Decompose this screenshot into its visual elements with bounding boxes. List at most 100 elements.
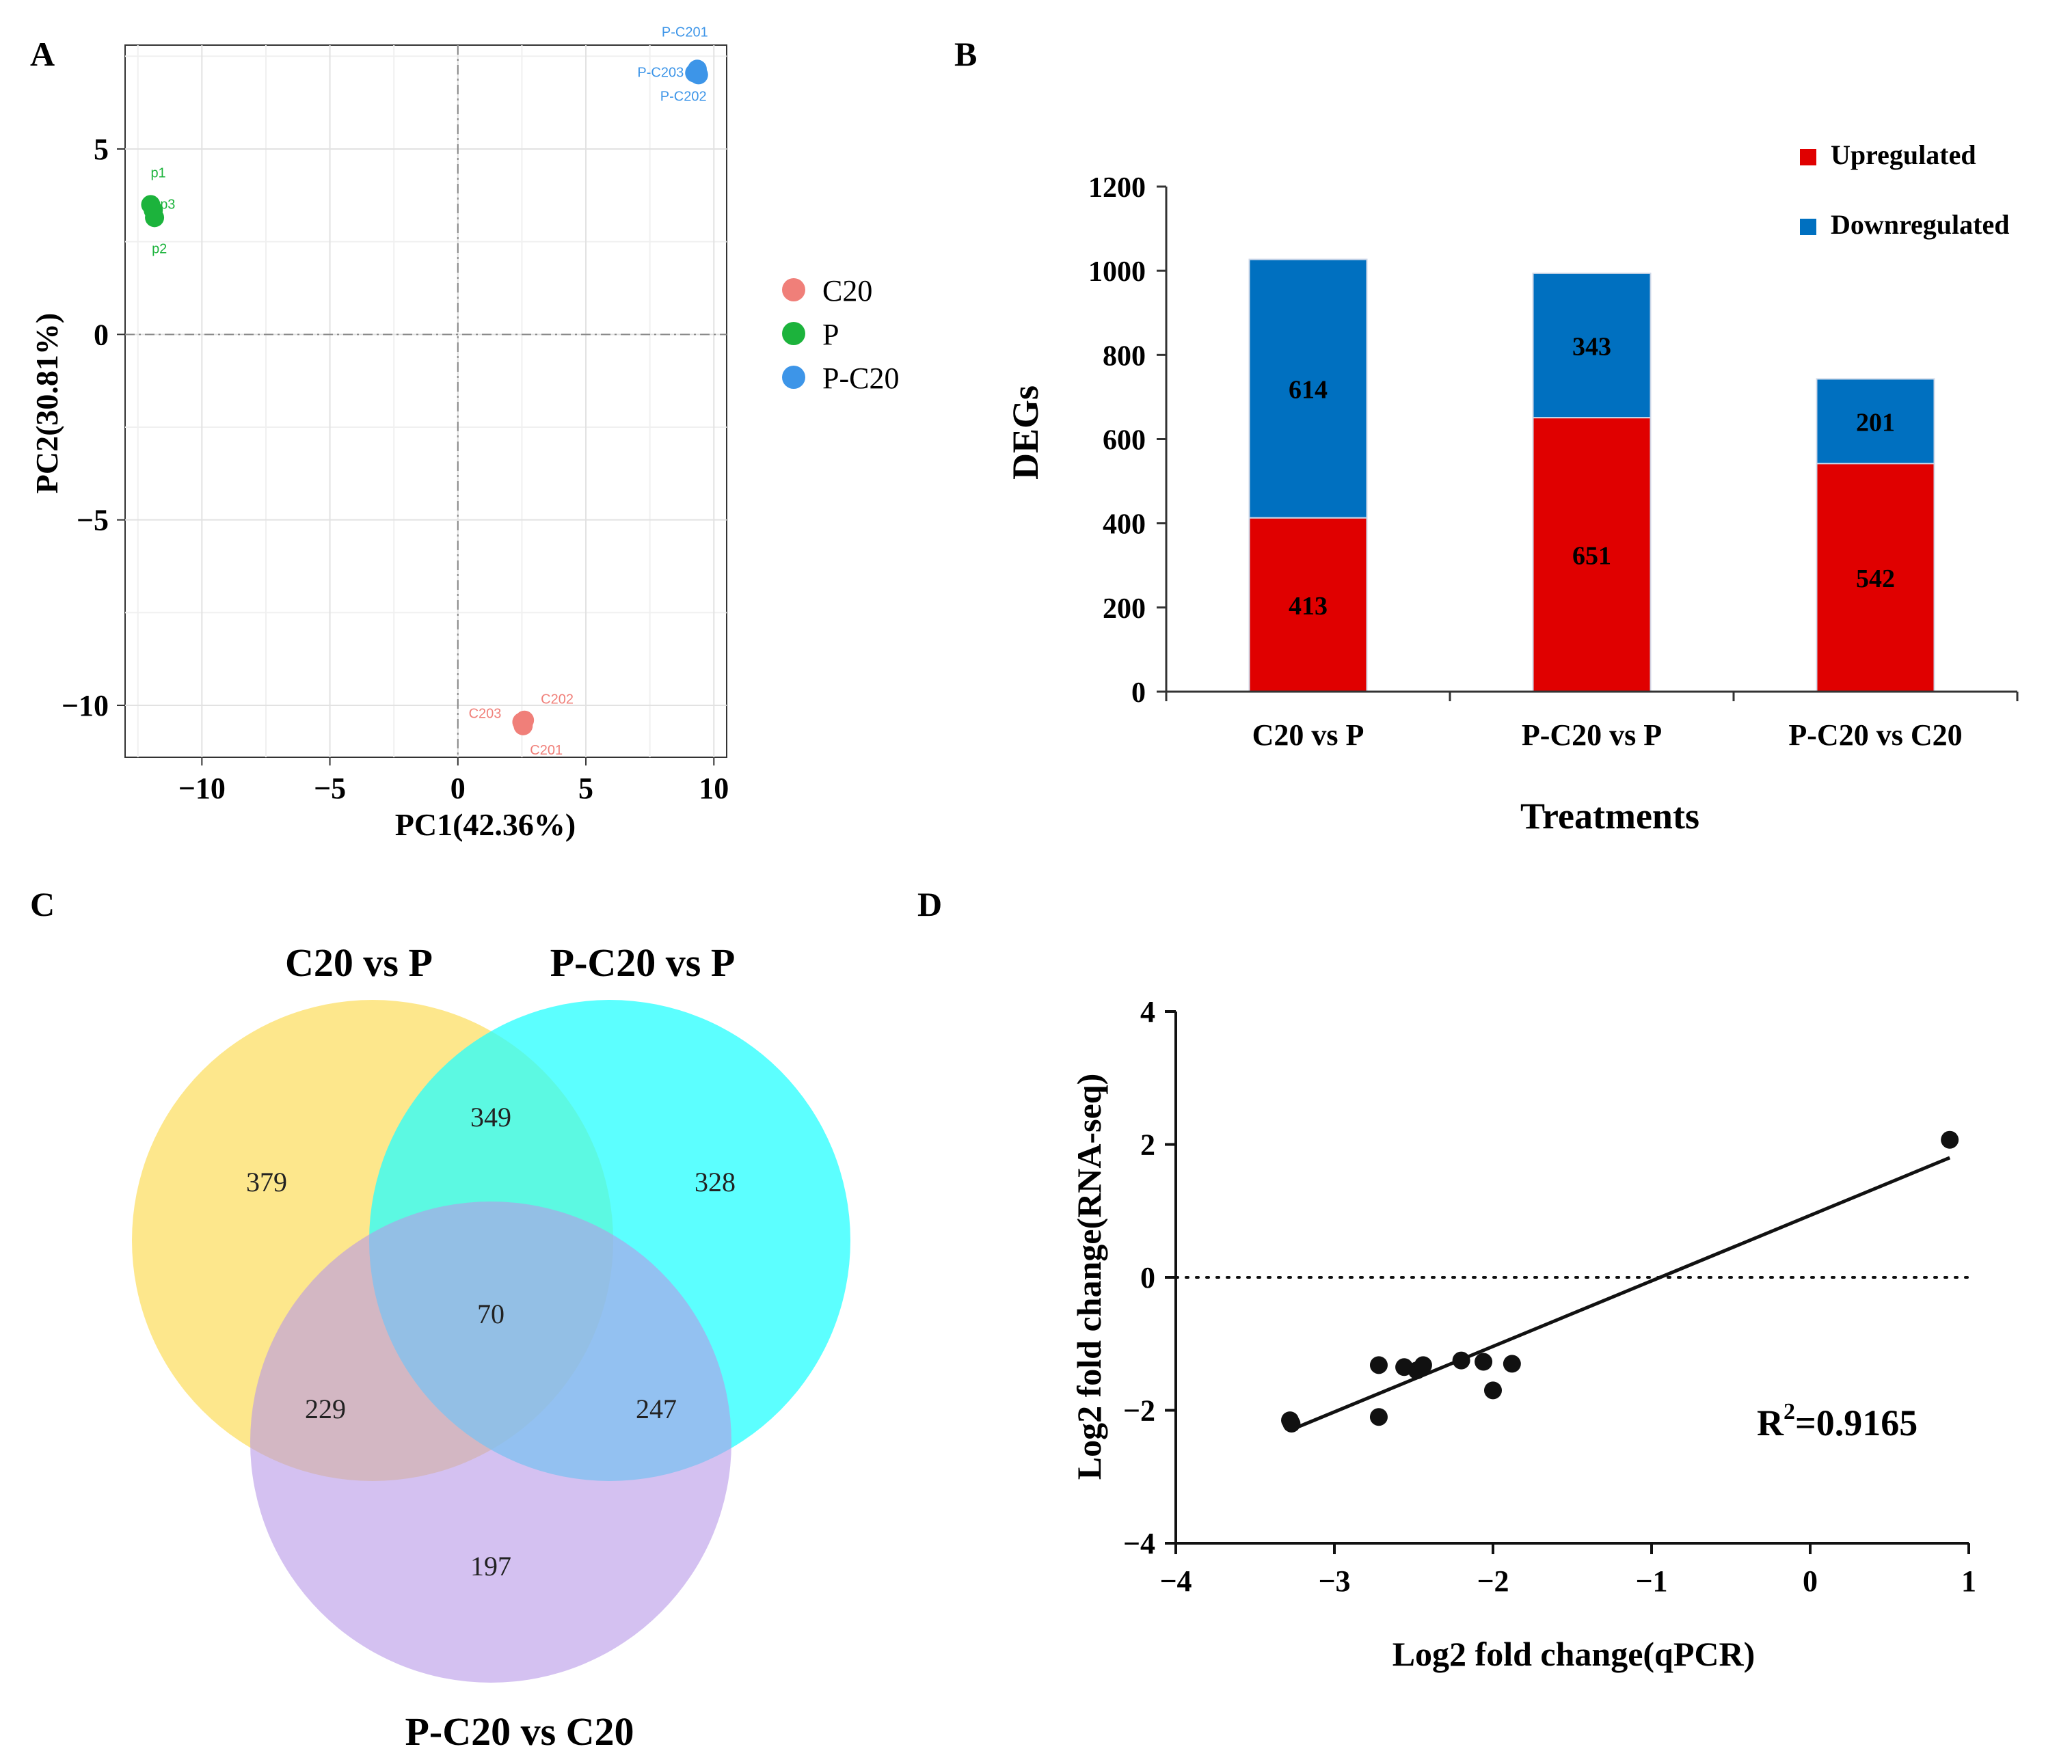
venn-region-pc20p-pc20c20: 247	[636, 1394, 677, 1424]
correlation-plot: 420−2−4−4 −3 −2 −1 0 1 R2=0.9165 Log2 fold ch…	[1070, 995, 1976, 1673]
deg-y-tick-label: 0	[1131, 677, 1146, 709]
deg-legend-marker	[1800, 219, 1816, 235]
corr-point	[1414, 1356, 1432, 1374]
pca-point-label: P-C203	[637, 66, 684, 81]
corr-r2-sup: 2	[1784, 1399, 1795, 1424]
pca-point-label: P-C202	[660, 89, 707, 104]
corr-point	[1503, 1355, 1521, 1373]
pca-legend-marker	[782, 366, 805, 389]
deg-bar-upregulated	[1816, 463, 1935, 692]
venn-set-label-3: P-C20 vs C20	[405, 1709, 634, 1754]
corr-y-axis-label: Log2 fold change(RNA-seq)	[1070, 1074, 1108, 1480]
corr-lines	[1174, 1156, 1970, 1432]
venn-region-all-three: 70	[477, 1299, 504, 1329]
deg-x-tick-label: P-C20 vs P	[1522, 718, 1662, 752]
corr-y-tick-label: −2	[1123, 1394, 1155, 1428]
corr-point	[1282, 1414, 1301, 1433]
deg-bar-value-label: 614	[1289, 376, 1328, 405]
deg-y-tick-label: 1200	[1088, 172, 1146, 204]
deg-bars: 413 614 651 343 542 201	[1248, 258, 1935, 693]
deg-x-axis-label: Treatments	[1520, 796, 1699, 837]
pca-x-tick-label: 0	[450, 772, 466, 805]
pca-legend-label: P	[822, 318, 839, 351]
corr-r2-base: R	[1757, 1402, 1784, 1443]
corr-x-tick-label: −4	[1159, 1564, 1192, 1598]
corr-y-tick-label: 4	[1140, 995, 1155, 1029]
deg-bar-downregulated	[1816, 378, 1935, 465]
pca-y-tick-label: 0	[94, 318, 109, 351]
pca-point-label: p1	[150, 165, 165, 180]
pca-legend-marker	[782, 322, 805, 345]
deg-axes: 0 200 400 600 800 1000 1200 C20 vs P P-C20 vs P P…	[1088, 172, 2019, 752]
pca-y-axis-label: PC2(30.81%)	[29, 313, 64, 493]
corr-point	[1475, 1353, 1493, 1371]
deg-legend-label: Upregulated	[1831, 139, 1976, 170]
corr-x-tick-label: 0	[1803, 1564, 1818, 1598]
deg-legend: Upregulated Downregulated	[1800, 139, 2009, 240]
venn-circle-p-c20-vs-c20	[250, 1202, 731, 1683]
pca-point-p	[145, 208, 165, 228]
panel-label-b: B	[954, 35, 977, 73]
deg-bar-downregulated	[1248, 258, 1368, 519]
pca-point-p-c20	[688, 65, 708, 85]
panel-label-a: A	[30, 35, 55, 73]
pca-legend-marker	[782, 278, 805, 301]
corr-y-tick-label: 2	[1140, 1128, 1155, 1162]
deg-y-tick-label: 600	[1103, 425, 1146, 457]
deg-y-axis-label: DEGs	[1005, 385, 1046, 480]
deg-y-tick-label: 400	[1103, 509, 1146, 541]
corr-x-tick-label: −1	[1635, 1564, 1667, 1598]
pca-grid	[125, 45, 727, 757]
venn-region-only-p-c20-vs-p: 328	[695, 1167, 736, 1197]
corr-axes: 4 2 0 −2 −4−4 −3 −2 −1 0 1	[1123, 995, 1976, 1598]
deg-bar-value-label: 201	[1856, 408, 1895, 437]
corr-x-tick-label: −3	[1318, 1564, 1350, 1598]
deg-y-tick-label: 1000	[1088, 256, 1146, 288]
pca-axes: −10 −5 0 5 10 5 0 −5 −10	[62, 133, 729, 805]
pca-x-tick-label: 10	[699, 772, 729, 805]
pca-legend: C20 P P-C20	[782, 274, 899, 395]
venn-region-c20-pc20c20: 229	[305, 1394, 346, 1424]
corr-y-tick-label: −4	[1123, 1527, 1155, 1560]
corr-x-tick-label: −2	[1477, 1564, 1509, 1598]
corr-fit-line	[1289, 1156, 1951, 1432]
pca-x-tick-label: −5	[314, 772, 346, 805]
deg-y-tick-label: 800	[1103, 340, 1146, 372]
pca-plot-area	[124, 44, 727, 758]
venn-region-only-p-c20-vs-c20: 197	[470, 1551, 511, 1582]
corr-point	[1452, 1351, 1470, 1370]
pca-point-label: P-C201	[662, 25, 708, 40]
corr-r2-annotation: R2=0.9165	[1757, 1399, 1918, 1443]
pca-plot: −10 −5 0 5 10 5 0 −5 −10 C202 C203 C201 p1 p3 p2 P-C20…	[29, 25, 899, 842]
venn-set-label-2: P-C20 vs P	[550, 940, 736, 985]
pca-point-c20	[513, 716, 533, 735]
venn-region-only-c20-vs-p: 379	[246, 1167, 287, 1197]
pca-y-tick-label: −5	[77, 504, 109, 537]
pca-point-label: p2	[152, 241, 167, 256]
deg-bar-value-label: 413	[1289, 592, 1328, 621]
pca-point-label: C202	[541, 692, 574, 707]
pca-legend-label: P-C20	[822, 362, 899, 395]
pca-legend-label: C20	[822, 274, 872, 308]
pca-x-axis-label: PC1(42.36%)	[395, 807, 576, 842]
pca-point-label: C203	[469, 706, 502, 721]
deg-bar-chart: 413 614 651 343 542 201 0 200 400 600 800 1000 1200…	[1005, 139, 2019, 837]
deg-bar-value-label: 651	[1572, 542, 1611, 571]
venn-diagram: C20 vs P P-C20 vs P P-C20 vs C20 379 328…	[132, 940, 850, 1754]
deg-bar-value-label: 343	[1572, 332, 1611, 361]
pca-point-labels: C202 C203 C201 p1 p3 p2 P-C201 P-C203 P-C202	[150, 25, 708, 758]
corr-points	[1281, 1130, 1959, 1433]
venn-set-label-1: C20 vs P	[285, 940, 433, 985]
pca-y-tick-label: −10	[62, 689, 109, 722]
panel-label-c: C	[30, 885, 55, 923]
corr-r2-value: =0.9165	[1795, 1402, 1918, 1443]
deg-legend-marker	[1800, 149, 1816, 165]
corr-point	[1369, 1408, 1388, 1426]
corr-point	[1369, 1356, 1388, 1374]
corr-x-axis-label: Log2 fold change(qPCR)	[1392, 1635, 1755, 1673]
deg-y-tick-label: 200	[1103, 593, 1146, 625]
deg-x-tick-label: C20 vs P	[1252, 718, 1364, 752]
pca-x-tick-label: −10	[178, 772, 226, 805]
pca-point-label: C201	[530, 743, 563, 758]
